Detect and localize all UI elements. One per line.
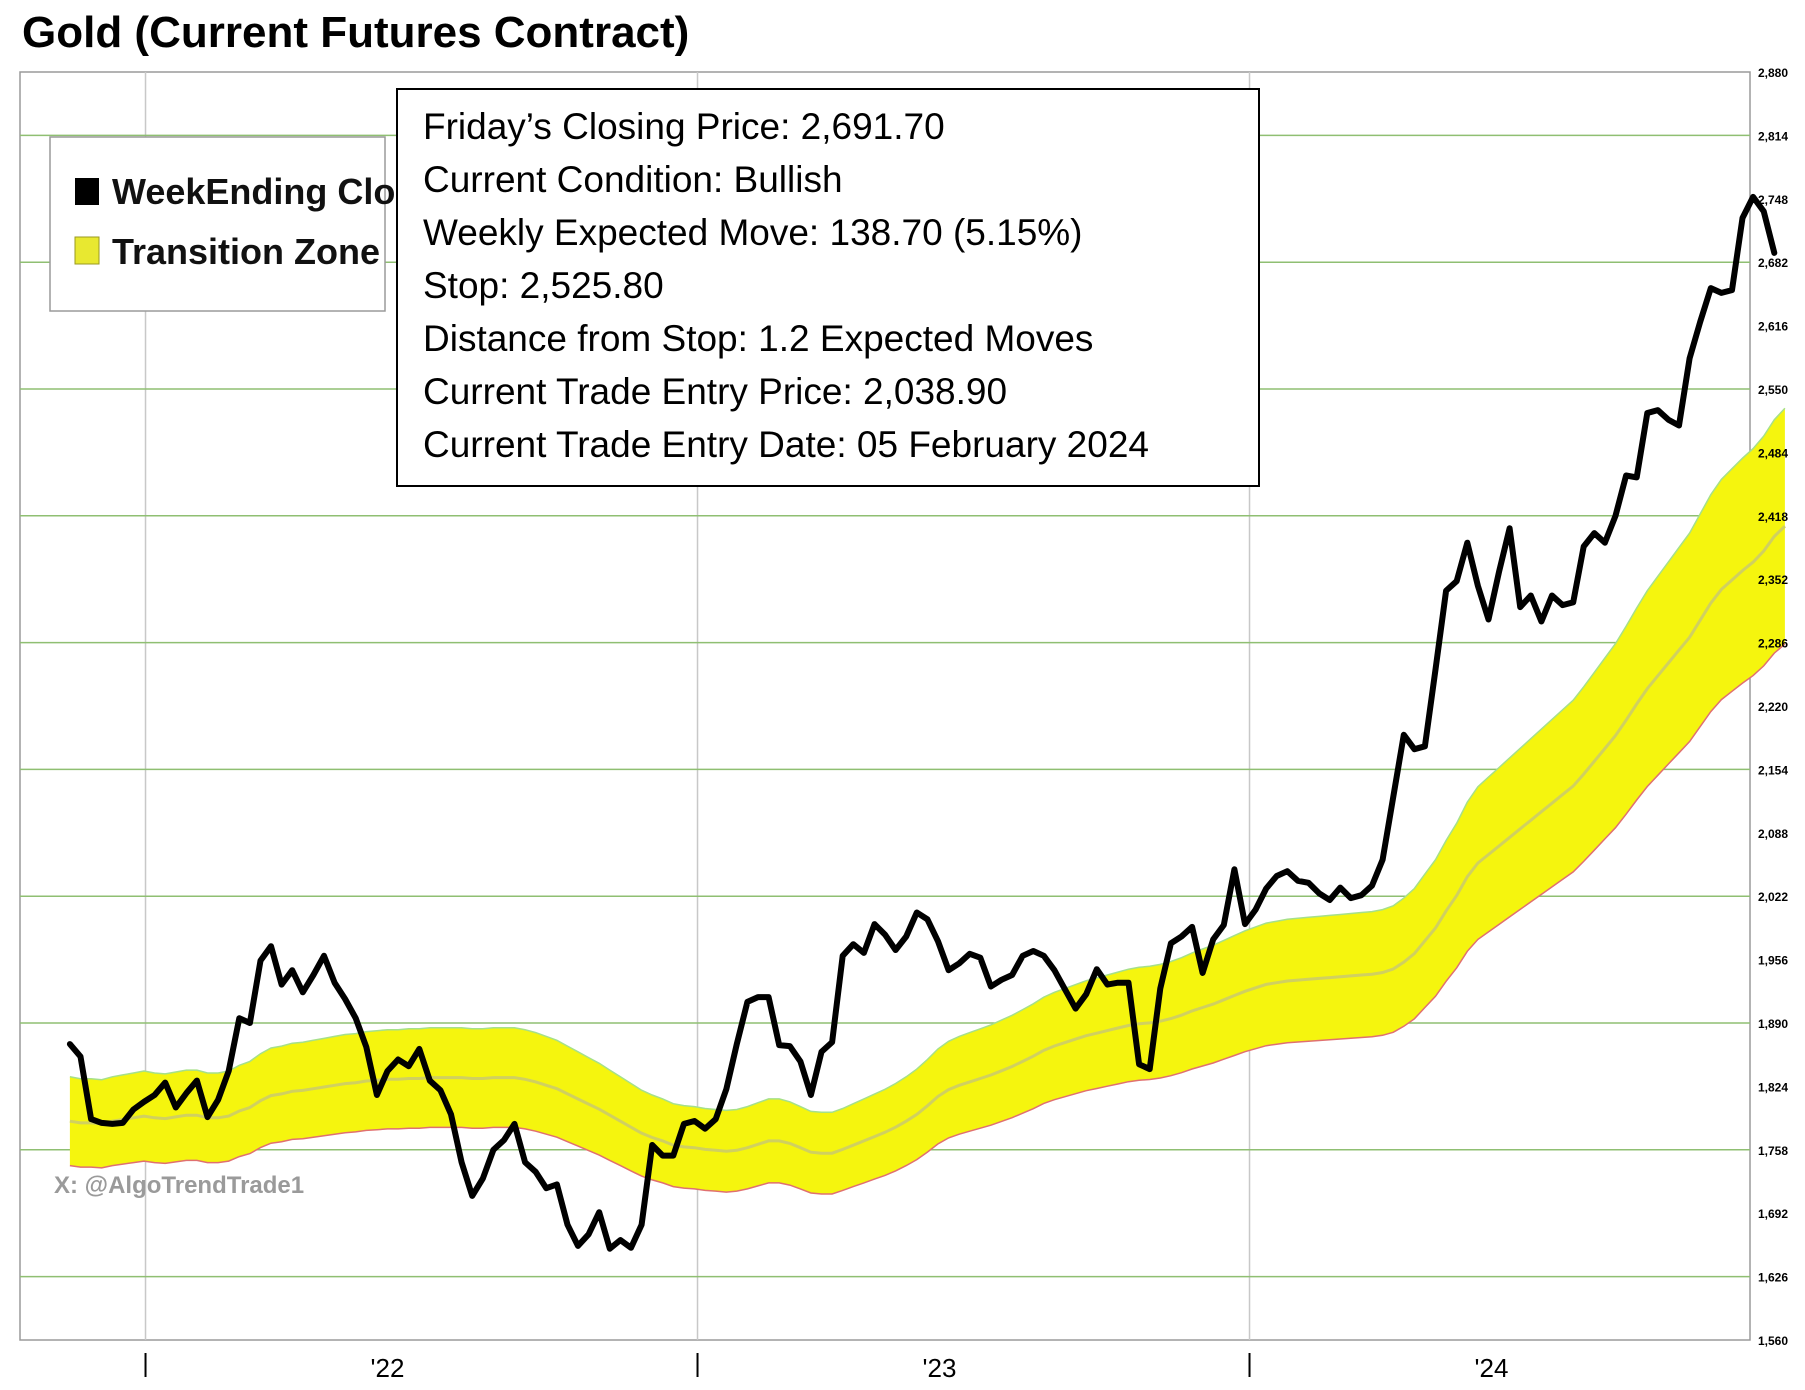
y-tick-label: 2,154 (1758, 763, 1788, 777)
y-tick-label: 2,484 (1758, 446, 1788, 460)
y-tick-label: 2,748 (1758, 193, 1788, 207)
info-expected-move: Weekly Expected Move: 138.70 (5.15%) (423, 212, 1083, 253)
y-tick-label: 2,880 (1758, 66, 1788, 80)
x-tick-label: '24 (1475, 1353, 1509, 1383)
transition-zone-band (69, 408, 1785, 1194)
info-box-frame (396, 88, 1260, 487)
x-tick-label: '23 (923, 1353, 957, 1383)
legend-swatch-close (75, 178, 99, 205)
y-tick-label: 2,022 (1758, 890, 1788, 904)
y-tick-label: 1,626 (1758, 1271, 1788, 1285)
y-tick-label: 1,890 (1758, 1017, 1788, 1031)
chart-title: Gold (Current Futures Contract) (22, 8, 690, 57)
y-tick-label: 2,220 (1758, 700, 1788, 714)
y-tick-label: 1,758 (1758, 1144, 1788, 1158)
legend: WeekEnding Close Transition Zone (49, 136, 435, 312)
y-tick-label: 1,692 (1758, 1207, 1788, 1221)
y-axis-ticks: 2,880 2,814 2,748 2,682 2,616 2,550 2,484 2,418… (1758, 66, 1788, 1348)
x-axis-ticks: '22 '23 '24 (144, 1353, 1509, 1383)
info-entry-date: Current Trade Entry Date: 05 February 20… (423, 424, 1149, 465)
watermark: X: @AlgoTrendTrade1 (54, 1172, 304, 1199)
info-closing-price: Friday’s Closing Price: 2,691.70 (423, 106, 945, 147)
info-condition: Current Condition: Bullish (423, 159, 843, 200)
transition-zone (69, 407, 1786, 1195)
transition-zone-upper-edge (69, 407, 1786, 1114)
y-tick-label: 2,550 (1758, 383, 1788, 397)
weekending-close-series (66, 193, 1778, 1252)
legend-label-close: WeekEnding Close (112, 171, 435, 212)
y-tick-label: 1,824 (1758, 1080, 1788, 1094)
info-stop: Stop: 2,525.80 (423, 265, 664, 306)
y-tick-label: 2,814 (1758, 129, 1788, 143)
y-tick-label: 1,560 (1758, 1334, 1788, 1348)
legend-box (49, 136, 386, 312)
y-tick-label: 2,418 (1758, 510, 1788, 524)
legend-swatch-zone (74, 236, 100, 265)
y-tick-label: 2,088 (1758, 827, 1788, 841)
transition-zone-lower-edge (69, 643, 1786, 1195)
y-tick-label: 2,352 (1758, 573, 1788, 587)
y-tick-label: 2,616 (1758, 320, 1788, 334)
weekending-close-line (66, 193, 1778, 1252)
transition-zone-midline (69, 525, 1786, 1155)
info-box: Friday’s Closing Price: 2,691.70 Current… (396, 88, 1260, 487)
x-tick-label: '22 (371, 1353, 405, 1383)
y-tick-label: 2,286 (1758, 637, 1788, 651)
info-entry-price: Current Trade Entry Price: 2,038.90 (423, 371, 1007, 412)
y-tick-label: 2,682 (1758, 256, 1788, 270)
info-distance-from-stop: Distance from Stop: 1.2 Expected Moves (423, 318, 1093, 359)
y-tick-label: 1,956 (1758, 954, 1788, 968)
legend-label-zone: Transition Zone (112, 231, 380, 272)
